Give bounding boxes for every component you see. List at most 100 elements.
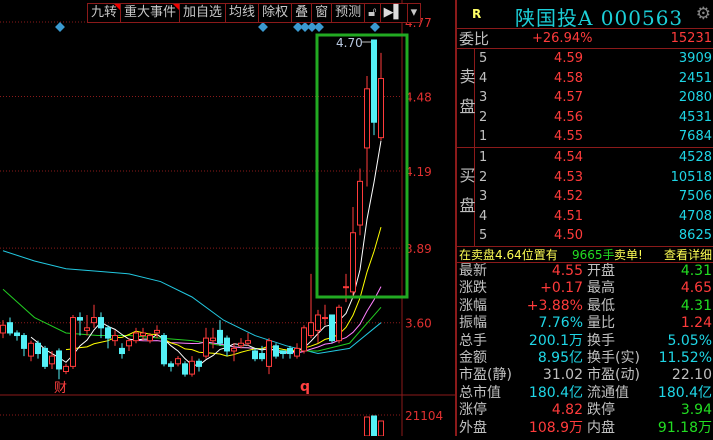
- stat-value: 11.52%: [658, 349, 712, 366]
- toolbar-major-events[interactable]: 重大事件: [121, 4, 181, 22]
- candle-body: [133, 332, 139, 342]
- toolbar-jiuzhuan[interactable]: 九转: [88, 4, 122, 22]
- finance-marker: 财: [54, 381, 67, 396]
- toolbar-moving-average[interactable]: 均线: [226, 4, 260, 22]
- quote-header: R 陕国投A 000563 ⚙: [457, 0, 713, 30]
- y-tick-label: 4.48: [405, 91, 432, 105]
- stat-label: 换手: [587, 332, 615, 349]
- stat-value: 3.94: [680, 402, 712, 419]
- candle-body: [238, 342, 244, 347]
- toolbar-add-watchlist[interactable]: 加自选: [180, 4, 227, 22]
- stat-row: 振幅 7.76% 量比 1.24: [457, 315, 713, 332]
- candle: [56, 348, 62, 380]
- candle-body: [56, 350, 62, 370]
- stat-value: 22.10: [671, 367, 712, 384]
- sell-row[interactable]: 2 4.56 4531: [477, 108, 713, 128]
- kline-chart[interactable]: 4.77 4.48 4.19 3.89 3.60 21104 财 q 4.70 九转 重大事件 …: [0, 0, 455, 437]
- price: 4.54: [554, 150, 583, 165]
- lock-icon[interactable]: 🔓︎: [365, 4, 381, 22]
- candle: [28, 340, 34, 362]
- candle: [210, 327, 216, 349]
- level: 2: [479, 109, 488, 125]
- candle-body: [252, 350, 258, 360]
- candle: [175, 356, 181, 367]
- candle: [77, 312, 83, 336]
- quote-panel: R 陕国投A 000563 ⚙ 委比 +26.94% 15231 卖盘 5 4.5…: [455, 0, 713, 436]
- ma60-line: [2, 250, 382, 355]
- event-diamond-icon: [55, 22, 65, 32]
- chevron-down-icon[interactable]: ▾: [410, 5, 418, 20]
- volume-bar: [378, 420, 384, 437]
- candle: [105, 325, 111, 349]
- buy-row[interactable]: 1 4.54 4528: [477, 148, 713, 168]
- volume-tick-label: 21104: [405, 409, 443, 423]
- skip-forward-icon[interactable]: ▶▌: [381, 4, 408, 22]
- candle: [357, 168, 363, 236]
- candle-body: [161, 335, 167, 365]
- candle: [252, 348, 258, 362]
- chart-toolbar: 九转 重大事件 加自选 均线 除权 叠 窗 预测 🔓︎ ▶▌ ▾: [87, 3, 422, 23]
- stat-value: +0.17: [540, 280, 583, 297]
- buy-row[interactable]: 4 4.51 4708: [477, 207, 713, 227]
- candle-body: [154, 329, 160, 334]
- level: 1: [479, 150, 488, 165]
- candle: [189, 356, 195, 377]
- toolbar-overlay[interactable]: 叠: [292, 4, 313, 22]
- candle-body: [294, 347, 300, 357]
- candle: [238, 338, 244, 349]
- volume: 10518: [670, 169, 712, 185]
- toolbar-forecast[interactable]: 预测: [332, 4, 366, 22]
- candle: [308, 273, 314, 339]
- stat-row: 市盈(静) 31.02 市盈(动) 22.10: [457, 367, 713, 384]
- candle-body: [224, 337, 230, 352]
- candle: [182, 361, 188, 377]
- candle: [231, 343, 237, 362]
- volume-bar: [364, 416, 370, 437]
- candle: [322, 304, 328, 326]
- candle-body: [98, 317, 104, 329]
- q-marker: q: [300, 379, 310, 395]
- candle-body: [70, 317, 76, 367]
- buy-row[interactable]: 5 4.50 8625: [477, 226, 713, 246]
- stat-label: 涨跌: [459, 280, 487, 297]
- stat-value: +3.88%: [526, 297, 583, 314]
- candle-body: [140, 332, 146, 337]
- buy-row[interactable]: 2 4.53 10518: [477, 168, 713, 188]
- sell-row[interactable]: 1 4.55 7684: [477, 127, 713, 147]
- sell-row[interactable]: 4 4.58 2451: [477, 69, 713, 89]
- candle: [273, 343, 279, 359]
- candle: [35, 340, 41, 359]
- sell-row[interactable]: 5 4.59 3909: [477, 49, 713, 69]
- candle: [259, 345, 265, 362]
- candle: [161, 332, 167, 367]
- candle-body: [322, 317, 328, 320]
- candle-body: [301, 327, 307, 352]
- stat-value: 4.55: [551, 263, 583, 279]
- volume: 7684: [678, 129, 712, 145]
- sell-label: 卖盘: [457, 49, 476, 147]
- candle: [378, 52, 384, 141]
- stat-value: 8.95亿: [537, 349, 583, 366]
- candle: [70, 314, 76, 369]
- volume: 4528: [678, 150, 712, 165]
- candle-body: [21, 335, 27, 349]
- view-details-link[interactable]: 查看详细: [663, 248, 712, 262]
- gear-icon[interactable]: ⚙: [695, 4, 711, 24]
- buy-row[interactable]: 3 4.52 7506: [477, 187, 713, 207]
- candle: [63, 363, 69, 375]
- candle-body: [315, 314, 321, 331]
- price: 4.50: [554, 228, 583, 244]
- sell-row[interactable]: 3 4.57 2080: [477, 88, 713, 108]
- stat-row: 总市值 180.4亿 流通值 180.4亿: [457, 385, 713, 402]
- candle-body: [7, 322, 13, 334]
- y-tick-label: 3.60: [405, 317, 432, 331]
- toolbar-ex-rights[interactable]: 除权: [259, 4, 293, 22]
- candle-body: [91, 317, 97, 324]
- toolbar-window[interactable]: 窗: [312, 4, 333, 22]
- candle-body: [168, 363, 174, 367]
- level: 4: [479, 70, 488, 86]
- candle: [287, 345, 293, 359]
- candle-body: [105, 327, 111, 339]
- y-tick-label: 3.89: [405, 242, 432, 256]
